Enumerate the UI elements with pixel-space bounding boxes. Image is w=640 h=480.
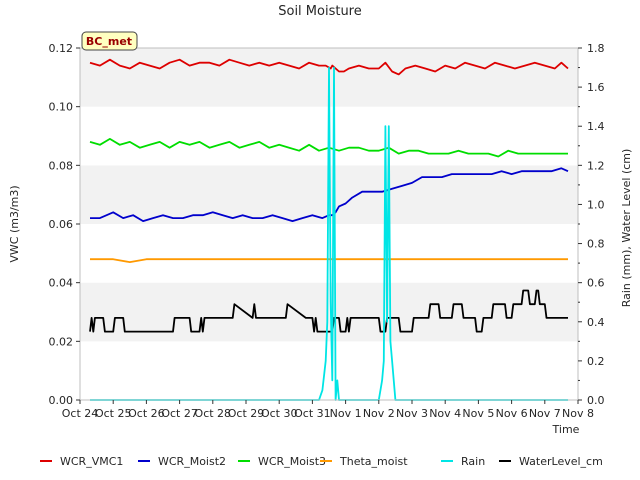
left-tick-label: 0.08	[49, 159, 74, 172]
x-tick-label: Nov 5	[462, 407, 494, 420]
left-tick-label: 0.04	[49, 277, 74, 290]
x-tick-label: Nov 4	[429, 407, 461, 420]
legend-item: Rain	[441, 455, 485, 468]
x-tick-label: Oct 25	[95, 407, 132, 420]
right-tick-label: 0.6	[587, 277, 605, 290]
legend-label: WCR_VMC1	[60, 455, 123, 468]
x-axis-label: Time	[552, 423, 580, 436]
left-tick-label: 0.10	[49, 101, 74, 114]
right-tick-label: 0.8	[587, 238, 605, 251]
legend: WCR_VMC1 WCR_Moist2 WCR_Moist3 Theta_moist R…	[40, 455, 603, 468]
right-tick-label: 0.0	[587, 394, 605, 407]
x-tick-label: Oct 30	[261, 407, 298, 420]
legend-item: WCR_Moist3	[238, 455, 326, 468]
right-tick-label: 1.6	[587, 81, 605, 94]
x-tick-label: Oct 28	[195, 407, 232, 420]
x-tick-label: Nov 2	[363, 407, 395, 420]
legend-label: WCR_Moist2	[158, 455, 226, 468]
right-axis-label: Rain (mm), Water Level (cm)	[620, 149, 633, 308]
x-tick-label: Oct 24	[62, 407, 99, 420]
legend-label: WCR_Moist3	[258, 455, 326, 468]
x-tick-label: Nov 8	[562, 407, 594, 420]
right-tick-label: 1.2	[587, 159, 605, 172]
right-tick-label: 0.2	[587, 355, 605, 368]
series-line-theta-moist	[90, 258, 568, 264]
grid-band	[80, 282, 578, 342]
legend-item: WCR_Moist2	[138, 455, 226, 468]
left-axis-label: VWC (m3/m3)	[8, 185, 21, 262]
left-tick-label: 0.12	[49, 42, 74, 55]
left-tick-label: 0.00	[49, 394, 74, 407]
x-tick-label: Nov 7	[529, 407, 561, 420]
left-axis-ticks: 0.00 0.02 0.04 0.06 0.08 0.10 0.12	[49, 42, 80, 407]
grid-band	[80, 224, 578, 283]
left-tick-label: 0.06	[49, 218, 74, 231]
grid-band	[80, 341, 578, 400]
left-tick-label: 0.02	[49, 335, 74, 348]
site-badge: BC_met	[81, 31, 138, 51]
x-tick-label: Oct 27	[161, 407, 198, 420]
legend-item: WaterLevel_cm	[499, 455, 603, 468]
right-axis-ticks: 0.0 0.2 0.4 0.6 0.8 1.0 1.2 1.4 1.6 1.8	[578, 42, 605, 407]
site-badge-label: BC_met	[86, 35, 132, 48]
right-tick-label: 1.8	[587, 42, 605, 55]
legend-label: WaterLevel_cm	[519, 455, 603, 468]
series-line-wcr-vmc1	[89, 58, 569, 76]
x-tick-label: Nov 6	[496, 407, 528, 420]
legend-label: Theta_moist	[339, 455, 408, 468]
right-tick-label: 1.0	[587, 198, 605, 211]
chart-title: Soil Moisture	[278, 4, 362, 19]
legend-item: WCR_VMC1	[40, 455, 123, 468]
x-tick-label: Oct 26	[128, 407, 165, 420]
right-tick-label: 1.4	[587, 120, 605, 133]
x-tick-label: Nov 1	[330, 407, 362, 420]
legend-label: Rain	[461, 455, 485, 468]
legend-item: Theta_moist	[320, 455, 408, 468]
series-line-waterlevel-cm	[89, 289, 568, 333]
x-tick-label: Oct 29	[228, 407, 265, 420]
right-tick-label: 0.4	[587, 316, 605, 329]
x-tick-label: Oct 31	[294, 407, 331, 420]
x-tick-label: Nov 3	[396, 407, 428, 420]
